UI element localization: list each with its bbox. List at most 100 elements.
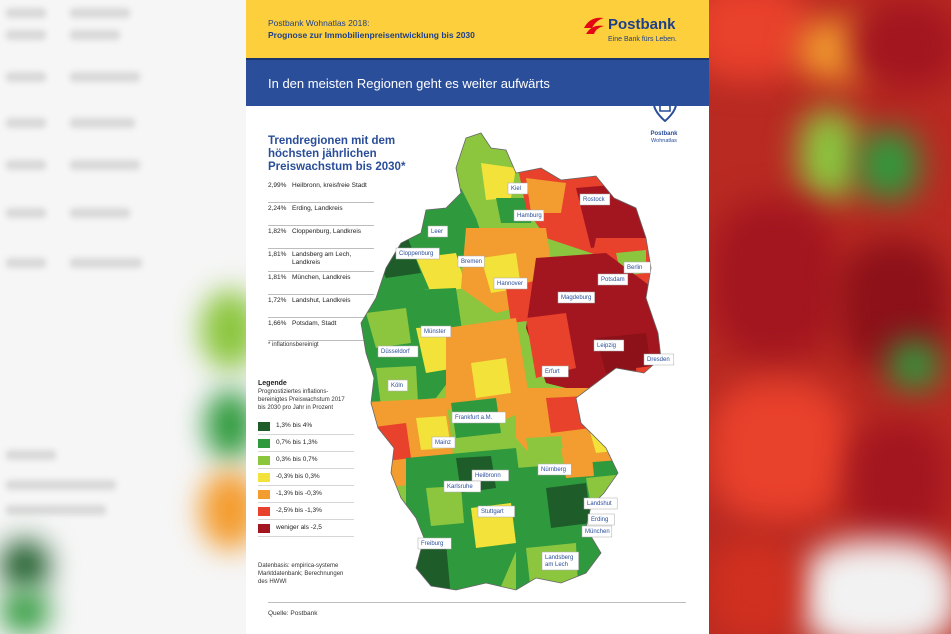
ghost-blob	[0, 590, 50, 634]
city-name: Nürnberg	[541, 467, 566, 473]
rank-value: 1,81%	[268, 251, 287, 258]
blur-blob	[709, 0, 809, 80]
ghost-row	[70, 258, 142, 268]
legend-label: -2,5% bis -1,3%	[276, 507, 322, 514]
ghost-row	[70, 118, 135, 128]
city-label: Freiburg	[417, 537, 452, 550]
city-name: Mainz	[435, 440, 451, 446]
legend-item: weniger als -2,5	[258, 520, 354, 537]
city-label: Münster	[420, 325, 452, 338]
ghost-blob	[200, 470, 246, 550]
ghost-row	[6, 118, 46, 128]
city-label-box	[507, 182, 528, 195]
infographic-poster: Postbank Wohnatlas 2018: Prognose zur Im…	[246, 0, 709, 634]
list-item: 2,99% Heilbronn, kreisfreie Stadt	[268, 180, 374, 203]
blur-blob	[889, 340, 939, 390]
legend-swatch	[258, 439, 270, 448]
legend-label: -0,3% bis 0,3%	[276, 473, 320, 480]
rank-region: Cloppenburg, Landkreis	[292, 228, 362, 235]
city-name: Rostock	[583, 197, 606, 203]
city-name: Landshut	[587, 501, 612, 507]
list-item: 1,82% Cloppenburg, Landkreis	[268, 226, 374, 249]
city-name: Freiburg	[421, 541, 443, 547]
city-label: Karlsruhe	[443, 480, 481, 493]
city-label-box	[513, 209, 545, 222]
legend-label: 0,7% bis 1,3%	[276, 439, 318, 446]
city-label: Hamburg	[513, 209, 545, 222]
ghost-blob	[200, 290, 246, 370]
ghost-row	[6, 208, 46, 218]
city-label-box	[451, 411, 506, 424]
blur-blob	[709, 380, 849, 520]
city-label: Heilbronn	[471, 469, 509, 482]
footnote: * inflationsbereinigt	[268, 342, 319, 348]
city-label-box	[579, 193, 611, 206]
ghost-row	[70, 8, 130, 18]
city-label: Erfurt	[541, 365, 569, 378]
city-label-box	[457, 255, 485, 268]
city-name: Stuttgart	[481, 509, 504, 515]
ghost-row	[70, 30, 120, 40]
city-label-box	[493, 277, 528, 290]
legend-item: 0,3% bis 0,7%	[258, 452, 354, 469]
rank-region: München, Landkreis	[292, 274, 351, 281]
city-label-box	[477, 505, 515, 518]
city-label-box	[537, 463, 572, 476]
rank-region: Potsdam, Stadt	[292, 320, 337, 327]
blur-blob	[859, 130, 919, 200]
city-label: Hannover	[493, 277, 528, 290]
ghost-row	[6, 505, 106, 515]
wohnatlas-badge: Postbank Wohnatlas	[644, 92, 684, 152]
city-label: Potsdam	[597, 273, 629, 286]
trend-title: Trendregionen mit dem höchsten jährliche…	[268, 135, 406, 173]
blur-blob	[709, 540, 799, 634]
legend-item: -0,3% bis 0,3%	[258, 469, 354, 486]
rank-value: 2,99%	[268, 182, 287, 189]
ghost-row	[6, 258, 46, 268]
ghost-blob	[205, 390, 246, 460]
city-label: Dresden	[643, 353, 675, 366]
city-name: Hannover	[497, 281, 523, 287]
divider	[268, 602, 686, 603]
city-name: Köln	[391, 383, 403, 389]
header-line2: Prognose zur Immobilienpreisentwicklung …	[268, 30, 475, 40]
legend-label: 0,3% bis 0,7%	[276, 456, 318, 463]
city-label: Frankfurt a.M.	[451, 411, 506, 424]
city-label-box	[593, 339, 625, 352]
postbank-logo-icon	[584, 17, 604, 34]
city-label-box	[387, 379, 408, 392]
germany-price-map: Kiel Rostock Hamburg Leer Cloppenburg Bremen B…	[360, 132, 675, 591]
location-pin-icon	[652, 92, 678, 122]
blur-blob	[709, 200, 839, 360]
city-label-box	[395, 247, 440, 260]
city-label: Düsseldorf	[377, 345, 419, 358]
city-name: Karlsruhe	[447, 484, 473, 490]
city-label-box	[623, 261, 651, 274]
city-name: Dresden	[647, 357, 670, 363]
city-name: Berlin	[627, 265, 642, 271]
ghost-row	[6, 72, 46, 82]
city-label-box	[557, 291, 595, 304]
badge-line1: Postbank	[650, 131, 678, 137]
legend-swatch	[258, 507, 270, 516]
legend-item: 1,3% bis 4%	[258, 418, 354, 435]
legend-swatch	[258, 422, 270, 431]
city-name: Erding	[591, 517, 608, 523]
city-label: Cloppenburg	[395, 247, 440, 260]
ghost-row	[6, 8, 46, 18]
city-name: Magdeburg	[561, 295, 591, 301]
rank-value: 1,82%	[268, 228, 287, 235]
city-label: Berlin	[623, 261, 651, 274]
city-label: Leer	[427, 225, 448, 238]
brand-slogan: Eine Bank fürs Leben.	[608, 36, 677, 43]
city-name: Erfurt	[545, 369, 560, 375]
ghost-row	[70, 160, 140, 170]
postbank-brand: Postbank Eine Bank fürs Leben.	[582, 10, 702, 50]
list-item: 1,81% Landsberg am Lech, Landkreis	[268, 249, 374, 272]
ghost-row	[6, 450, 56, 460]
city-label: Erding	[587, 513, 615, 526]
city-label: Magdeburg	[557, 291, 595, 304]
legend-item: -1,3% bis -0,3%	[258, 486, 354, 503]
legend-description: Prognostiziertes inflations-bereinigtes …	[258, 389, 345, 411]
city-name: Cloppenburg	[399, 251, 433, 257]
